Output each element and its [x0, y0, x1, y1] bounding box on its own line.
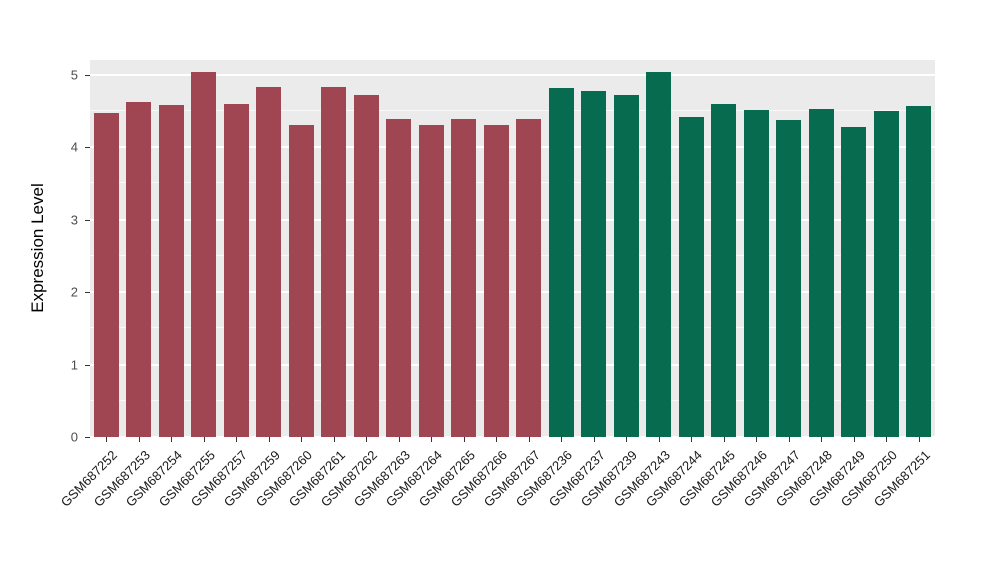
bar-GSM687260	[288, 125, 314, 437]
x-tick-mark	[106, 437, 108, 442]
x-tick-mark	[626, 437, 628, 442]
x-tick-mark	[853, 437, 855, 442]
bar-GSM687250	[873, 111, 899, 437]
minor-gridline	[90, 182, 935, 184]
bar-GSM687261	[321, 86, 347, 437]
bar-GSM687237	[581, 91, 607, 437]
bar-GSM687253	[126, 102, 152, 437]
x-tick-mark	[561, 437, 563, 442]
x-tick-mark	[171, 437, 173, 442]
major-gridline	[90, 291, 935, 293]
y-tick-label: 0	[70, 429, 78, 445]
bar-GSM687245	[711, 103, 737, 437]
minor-gridline	[90, 327, 935, 329]
y-tick-label: 1	[70, 357, 78, 372]
y-tick-label: 2	[70, 284, 78, 300]
x-tick-mark	[496, 437, 498, 442]
bar-GSM687236	[548, 87, 574, 437]
x-tick-mark	[691, 437, 693, 442]
bar-GSM687266	[483, 125, 509, 437]
major-gridline	[90, 218, 935, 221]
bar-GSM687248	[808, 108, 834, 437]
minor-gridline	[90, 109, 935, 111]
y-tick-mark	[85, 147, 90, 148]
x-tick-mark	[658, 437, 660, 442]
major-gridline	[90, 363, 935, 366]
x-tick-mark	[463, 437, 465, 442]
bar-GSM687267	[516, 119, 542, 437]
bar-GSM687246	[743, 110, 769, 437]
x-tick-mark	[301, 437, 303, 442]
y-tick-mark	[85, 364, 90, 366]
major-gridline	[90, 436, 935, 438]
y-tick-label: 3	[70, 212, 78, 227]
bar-GSM687255	[191, 72, 217, 437]
x-tick-mark	[333, 437, 335, 442]
x-tick-mark	[528, 437, 530, 442]
x-tick-mark	[203, 437, 205, 442]
x-tick-mark	[431, 437, 433, 442]
bar-GSM687254	[158, 104, 184, 437]
minor-gridline	[90, 254, 935, 256]
bar-GSM687262	[353, 94, 379, 437]
bar-GSM687265	[451, 118, 477, 437]
x-tick-mark	[723, 437, 725, 442]
major-gridline	[90, 146, 935, 148]
x-tick-mark	[886, 437, 888, 442]
bar-GSM687251	[906, 106, 932, 437]
y-tick-label: 5	[70, 67, 78, 82]
bar-GSM687264	[418, 124, 444, 437]
bar-GSM687259	[256, 86, 282, 437]
x-tick-mark	[268, 437, 270, 442]
x-tick-mark	[821, 437, 823, 442]
x-tick-mark	[918, 437, 920, 442]
bar-GSM687249	[841, 127, 867, 437]
minor-gridline	[90, 399, 935, 401]
y-tick-mark	[85, 292, 90, 293]
y-tick-mark	[85, 74, 90, 76]
y-tick-mark	[85, 219, 90, 221]
plot-panel	[90, 60, 935, 438]
bar-GSM687263	[386, 119, 412, 437]
major-gridline	[90, 73, 935, 76]
y-tick-mark	[85, 437, 90, 438]
x-tick-mark	[236, 437, 238, 442]
bar-GSM687252	[93, 112, 119, 437]
y-tick-label: 4	[70, 139, 78, 155]
bar-GSM687239	[613, 94, 639, 437]
x-tick-mark	[138, 437, 140, 442]
x-tick-mark	[593, 437, 595, 442]
bar-GSM687247	[776, 120, 802, 437]
x-tick-mark	[756, 437, 758, 442]
x-tick-mark	[366, 437, 368, 442]
bar-GSM687243	[646, 72, 672, 437]
bar-GSM687244	[678, 116, 704, 437]
bar-GSM687257	[223, 103, 249, 437]
x-tick-mark	[788, 437, 790, 442]
x-tick-mark	[398, 437, 400, 442]
